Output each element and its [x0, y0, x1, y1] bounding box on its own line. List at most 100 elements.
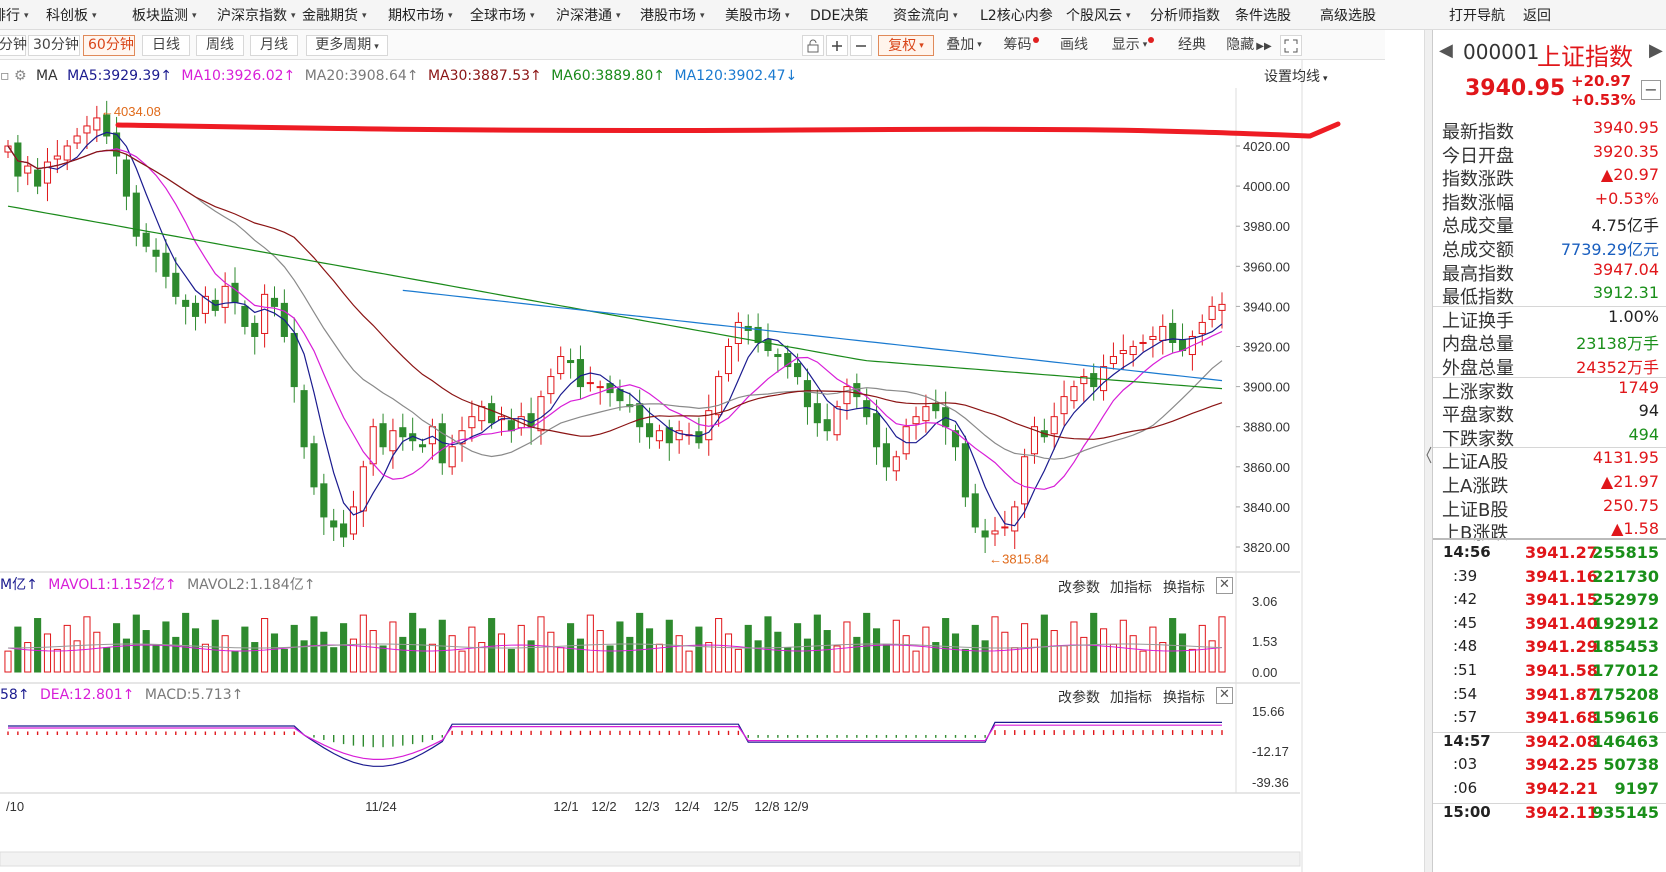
macd-switch-indicator-button[interactable]: 换指标 [1163, 690, 1205, 706]
menu-item-17[interactable]: 打开导航 [1449, 6, 1505, 26]
menu-item-15[interactable]: 条件选股 [1235, 6, 1291, 26]
huaxian-button[interactable]: 画线 [1060, 37, 1088, 53]
tick-price: 3941.27 [1525, 543, 1598, 562]
yincang-button[interactable]: 隐藏 ▶▶ [1226, 37, 1272, 53]
menu-item-1[interactable]: 科创板 ▾ [46, 6, 97, 26]
menu-item-18[interactable]: 返回 [1523, 6, 1551, 26]
menu-item-14[interactable]: 分析师指数 [1150, 6, 1220, 26]
vol-close-icon[interactable]: ✕ [1216, 577, 1233, 594]
candle-up [1208, 305, 1216, 320]
period-weekly[interactable]: 周线 [196, 35, 244, 56]
prev-stock-icon[interactable]: ◀ [1439, 40, 1453, 61]
volume-bar [961, 648, 969, 673]
volume-bar [557, 647, 565, 673]
collapse-icon[interactable]: − [1641, 80, 1661, 100]
candle-down [665, 427, 673, 444]
menu-item-9[interactable]: 美股市场 ▾ [725, 6, 790, 26]
period-1min[interactable]: 分钟 [0, 35, 27, 56]
menu-item-5[interactable]: 期权市场 ▾ [388, 6, 453, 26]
vol-value: M亿↑ [0, 577, 38, 593]
lock-icon[interactable] [802, 35, 824, 56]
macd-legend: 58↑ DEA:12.801↑ MACD:5.713↑ [0, 686, 243, 704]
macd-change-param-button[interactable]: 改参数 [1058, 690, 1100, 706]
candle-up [1070, 386, 1078, 402]
zoom-in-icon[interactable] [826, 35, 848, 56]
menu-label: 沪深京指数 [217, 8, 287, 24]
volume-bar [705, 642, 713, 673]
menu-item-16[interactable]: 高级选股 [1320, 6, 1376, 26]
stat-value: 1749 [1618, 377, 1659, 397]
stat-label: 总成交额 [1442, 240, 1514, 261]
menu-item-11[interactable]: 资金流向 ▾ [893, 6, 958, 26]
menu-item-4[interactable]: 金融期货 ▾ [302, 6, 367, 26]
period-daily[interactable]: 日线 [142, 35, 190, 56]
stat-label: 外盘总量 [1442, 358, 1514, 379]
volume-bar [251, 642, 259, 673]
xianshi-dropdown[interactable]: 显示 ▾ [1102, 35, 1164, 56]
candle-down [300, 390, 308, 448]
volume-bar [340, 623, 348, 673]
menu-item-8[interactable]: 港股市场 ▾ [640, 6, 705, 26]
menu-item-0[interactable]: 排行 ▾ [0, 6, 29, 26]
period-30min[interactable]: 30分钟 [28, 35, 80, 56]
volume-bar [448, 635, 456, 673]
volume-bar [379, 645, 387, 673]
chart-toolbar: 分钟 30分钟 60分钟 日线 周线 月线 更多周期 ▾ 复权 ▾ 叠加 ▾ 筹码 画… [0, 30, 1385, 60]
price-change: +20.97 [1571, 72, 1632, 90]
diejia-dropdown[interactable]: 叠加 ▾ [946, 37, 982, 53]
tick-price: 3941.68 [1525, 708, 1598, 728]
set-ma-button[interactable]: 设置均线 ▾ [1264, 69, 1328, 85]
chevron-down-icon: ▾ [785, 11, 790, 21]
volume-bar [813, 614, 821, 673]
volume-bar [507, 648, 515, 673]
fullscreen-icon[interactable] [1280, 35, 1302, 56]
mavol2-line [7, 643, 1223, 649]
menu-item-6[interactable]: 全球市场 ▾ [470, 6, 535, 26]
volume-bar [1119, 619, 1127, 673]
period-monthly[interactable]: 月线 [250, 35, 298, 56]
kline-chart[interactable]: 4020.00 4000.00 3980.00 3960.00 3940.00 3920.… [0, 0, 1424, 872]
volume-bar [616, 621, 624, 673]
panel-splitter[interactable] [1424, 30, 1432, 872]
macd-add-indicator-button[interactable]: 加指标 [1110, 690, 1152, 706]
vol-add-indicator-button[interactable]: 加指标 [1110, 580, 1152, 596]
menu-label: 沪深港通 [556, 8, 612, 24]
vol-change-param-button[interactable]: 改参数 [1058, 580, 1100, 596]
period-60min[interactable]: 60分钟 [83, 35, 135, 56]
next-stock-icon[interactable]: ▶ [1649, 40, 1663, 61]
period-more[interactable]: 更多周期 ▾ [306, 35, 388, 56]
menu-item-2[interactable]: 板块监测 ▾ [132, 6, 197, 26]
volume-bar [912, 650, 920, 673]
volume-bar [872, 628, 881, 673]
tick-price: 3942.25 [1525, 755, 1598, 775]
menu-item-3[interactable]: 沪深京指数 ▾ [217, 6, 296, 26]
volume-bar [794, 623, 802, 673]
stat-label: 上涨家数 [1442, 381, 1514, 403]
zoom-out-icon[interactable] [850, 35, 872, 56]
tick-row: :45 3941.40 192912 [1433, 614, 1666, 640]
candle-up [922, 406, 930, 422]
stat-value: 3912.31 [1592, 283, 1659, 303]
candle-up [389, 430, 397, 452]
vol-switch-indicator-button[interactable]: 换指标 [1163, 580, 1205, 596]
chouma-button[interactable]: 筹码 [996, 35, 1046, 56]
fuquan-dropdown[interactable]: 复权 ▾ [878, 35, 934, 56]
volume-bar [369, 630, 377, 673]
menu-item-13[interactable]: 个股风云 ▾ [1066, 6, 1131, 26]
menu-item-12[interactable]: L2核心内参 [980, 6, 1053, 26]
low-annotation: ←3815.84 [989, 551, 1049, 566]
ma60-line [7, 205, 1223, 390]
menu-item-10[interactable]: DDE决策 [810, 6, 868, 26]
volume-bar [359, 614, 367, 673]
volume-bar [1178, 633, 1187, 673]
tick-volume: 159616 [1592, 708, 1659, 728]
candle-up [1001, 526, 1009, 529]
candle-up [1159, 325, 1167, 341]
macd-close-icon[interactable]: ✕ [1216, 687, 1233, 704]
menu-item-7[interactable]: 沪深港通 ▾ [556, 6, 621, 26]
candle-down [764, 338, 772, 352]
settings-gear-icon[interactable]: ▫ ⚙ [0, 68, 27, 84]
jingdian-button[interactable]: 经典 [1178, 37, 1206, 53]
stat-row: 平盘家数 94 [1433, 401, 1666, 427]
